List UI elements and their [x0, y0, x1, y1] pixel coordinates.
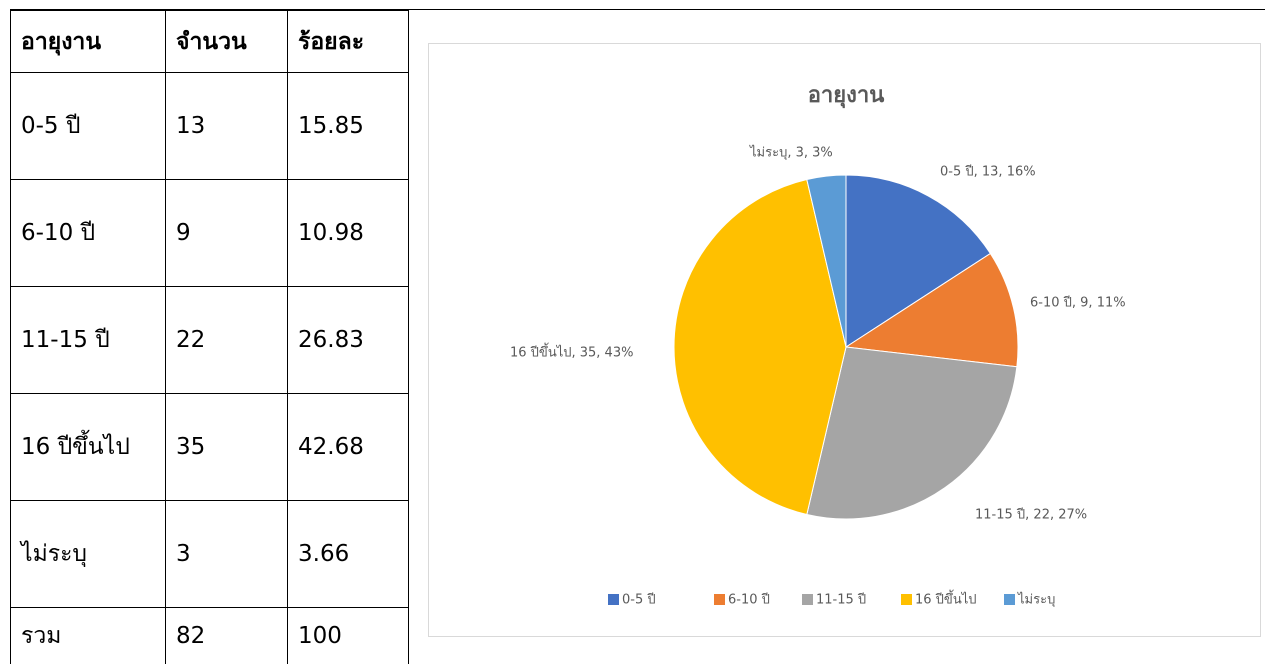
- table-cell: 11-15 ปี: [10, 286, 166, 394]
- top-rule: [10, 9, 1265, 10]
- data-table: อายุงาน จำนวน ร้อยละ 0-5 ปี 13 15.85 6-10 ปี 9…: [10, 10, 409, 664]
- data-label: ไม่ระบุ, 3, 3%: [749, 145, 833, 161]
- pie-slice: [845, 174, 992, 348]
- table-cell: 10.98: [287, 179, 409, 287]
- table-row: รวม 82 100: [10, 607, 409, 664]
- data-label: 11-15 ปี, 22, 27%: [975, 507, 1087, 523]
- pie-slice: [806, 174, 847, 348]
- legend-label: ไม่ระบุ: [1017, 592, 1055, 608]
- legend-swatch: [802, 594, 813, 605]
- table-cell: 26.83: [287, 286, 409, 394]
- legend-swatch: [714, 594, 725, 605]
- legend-label: 16 ปีขึ้นไป: [915, 590, 977, 608]
- table-cell: รวม: [10, 607, 166, 664]
- table-cell: 100: [287, 607, 409, 664]
- data-label: 16 ปีขึ้นไป, 35, 43%: [510, 343, 633, 361]
- header-cell: จำนวน: [165, 10, 288, 73]
- table-cell: 22: [165, 286, 288, 394]
- table-row: 11-15 ปี 22 26.83: [10, 286, 409, 394]
- pie-slice: [806, 346, 1018, 520]
- header-cell: อายุงาน: [10, 10, 166, 73]
- table-row: ไม่ระบุ 3 3.66: [10, 500, 409, 608]
- legend-label: 6-10 ปี: [728, 592, 770, 608]
- legend-swatch: [1004, 594, 1015, 605]
- table-cell: 9: [165, 179, 288, 287]
- table-row: 6-10 ปี 9 10.98: [10, 179, 409, 287]
- table-cell: 3.66: [287, 500, 409, 608]
- header-cell: ร้อยละ: [287, 10, 409, 73]
- data-label: 6-10 ปี, 9, 11%: [1030, 295, 1126, 311]
- table-cell: 42.68: [287, 393, 409, 501]
- chart-title: อายุงาน: [808, 83, 885, 109]
- header-row: อายุงาน จำนวน ร้อยละ: [10, 10, 409, 73]
- pie-slice: [844, 252, 1019, 368]
- table-cell: 3: [165, 500, 288, 608]
- table-row: 16 ปีขึ้นไป 35 42.68: [10, 393, 409, 501]
- pie-slice: [673, 178, 847, 516]
- table-cell: 82: [165, 607, 288, 664]
- legend-label: 0-5 ปี: [622, 592, 656, 608]
- legend-swatch: [901, 594, 912, 605]
- legend-swatch: [608, 594, 619, 605]
- legend-label: 11-15 ปี: [816, 592, 866, 608]
- data-label: 0-5 ปี, 13, 16%: [940, 164, 1036, 180]
